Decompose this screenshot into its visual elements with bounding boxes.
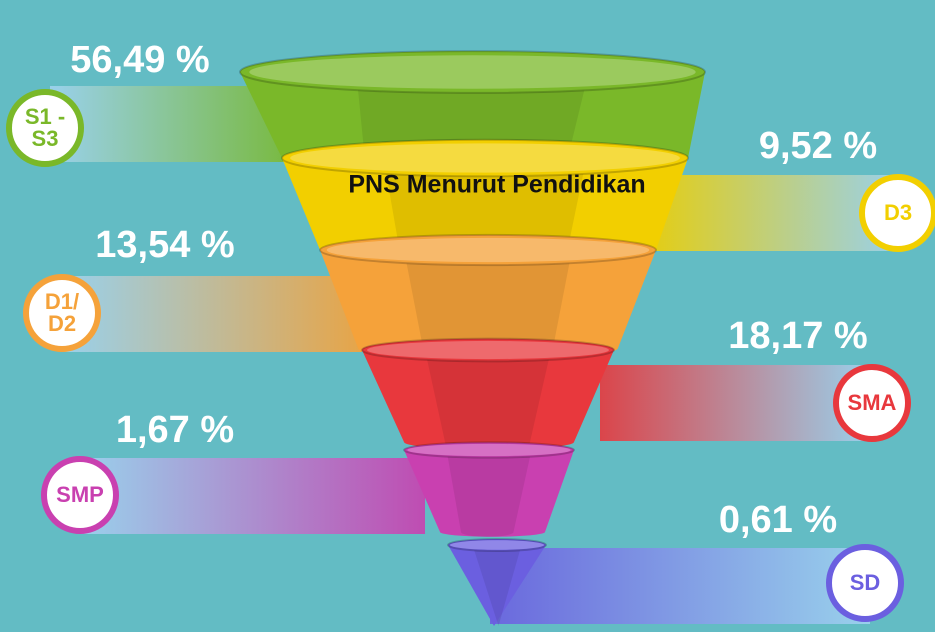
- funnel-rim-light: [407, 443, 571, 457]
- badge-label: SMP: [56, 482, 104, 507]
- funnel-rim-light: [249, 55, 696, 89]
- badge-label: S1 -S3: [25, 104, 65, 151]
- funnel-rim: [361, 337, 615, 363]
- funnel-segment: [362, 350, 614, 450]
- funnel-rim-light: [367, 340, 609, 360]
- badge-label: D1/D2: [45, 289, 79, 336]
- percent: 1,67 %: [116, 409, 234, 451]
- badge-label: SD: [850, 570, 881, 595]
- badge-label: SMA: [848, 390, 897, 415]
- percent: 56,49 %: [70, 39, 209, 81]
- badge: [833, 364, 911, 442]
- title: PNS Menurut Pendidikan: [348, 171, 645, 199]
- band: [80, 458, 425, 534]
- funnel-rim-light: [449, 540, 545, 550]
- funnel-rim: [319, 233, 657, 267]
- funnel-rim: [281, 138, 689, 178]
- funnel-rim-light: [326, 237, 650, 263]
- badge: [23, 274, 101, 352]
- badge-label: D3: [884, 200, 912, 225]
- badge: [826, 544, 904, 622]
- funnel-segment: [404, 450, 574, 537]
- funnel-shade: [446, 450, 532, 537]
- band: [490, 548, 870, 624]
- band: [62, 276, 362, 352]
- funnel-shade: [425, 350, 551, 450]
- funnel-shade: [472, 545, 522, 626]
- funnel-segment: [448, 545, 546, 626]
- band: [600, 365, 872, 441]
- percent: 18,17 %: [728, 315, 867, 357]
- funnel-rim: [447, 538, 547, 552]
- funnel-rim: [403, 441, 575, 459]
- funnel-rim-light: [290, 143, 680, 173]
- badge: [6, 89, 84, 167]
- band: [650, 175, 900, 251]
- funnel-shade: [404, 250, 572, 360]
- percent: 0,61 %: [719, 499, 837, 541]
- percent: 9,52 %: [759, 125, 877, 167]
- percent: 13,54 %: [95, 224, 234, 266]
- badge: [859, 174, 935, 252]
- badge: [41, 456, 119, 534]
- funnel-segment: [320, 250, 656, 360]
- funnel-rim: [239, 50, 706, 94]
